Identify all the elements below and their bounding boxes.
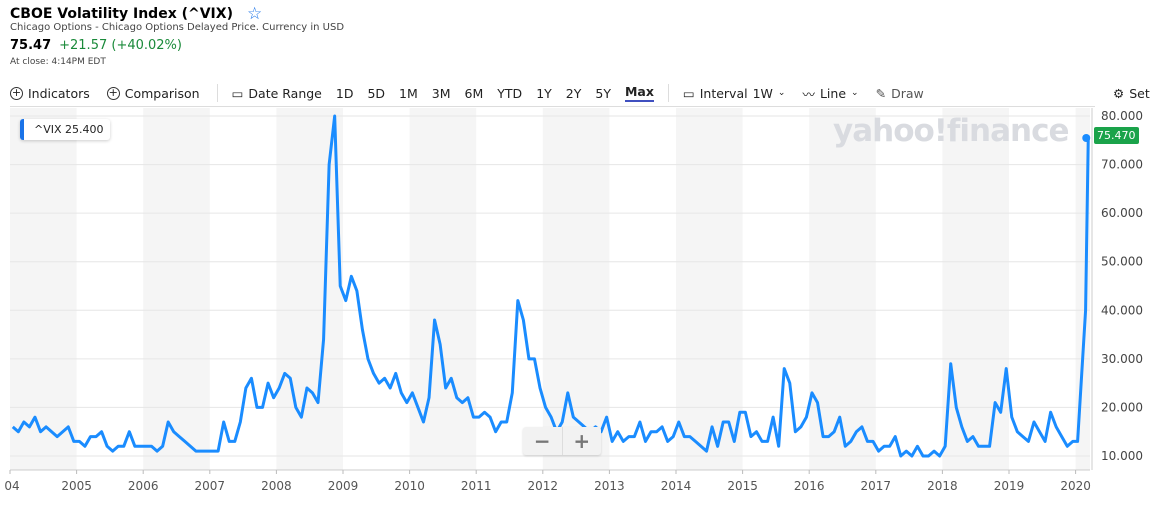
ruler-icon: ▭ xyxy=(682,85,695,101)
range-2y[interactable]: 2Y xyxy=(565,85,582,101)
plus-circle-icon: + xyxy=(106,85,120,100)
exchange-info: Chicago Options - Chicago Options Delaye… xyxy=(10,22,345,33)
toolbar-divider xyxy=(10,106,1095,107)
x-tick-label: 2015 xyxy=(727,479,758,493)
divider xyxy=(667,84,669,102)
range-max[interactable]: Max xyxy=(624,84,654,102)
yahoo-finance-watermark: yahoo!finance xyxy=(833,113,1069,149)
year-shade-band xyxy=(10,108,77,470)
last-point-marker xyxy=(1082,134,1091,143)
year-shade-band xyxy=(809,108,876,470)
x-tick-label: 2006 xyxy=(128,479,159,493)
x-tick-label: 2019 xyxy=(994,479,1025,493)
range-1y[interactable]: 1Y xyxy=(536,85,552,101)
x-tick-label: 2018 xyxy=(927,479,958,493)
vix-series-line xyxy=(11,114,1090,458)
chart-toolbar: + Indicators + Comparison ▭ Date Range 1D 5… xyxy=(10,82,1150,104)
gear-icon: ⚙ xyxy=(1113,85,1125,101)
y-tick-label: 40.000 xyxy=(1101,303,1143,317)
zoom-in-button[interactable]: + xyxy=(573,429,591,453)
y-tick-label: 10.000 xyxy=(1101,449,1143,463)
interval-dropdown[interactable]: ▭ Interval 1W ⌄ xyxy=(682,85,786,101)
plus-circle-icon: + xyxy=(10,85,23,100)
range-5y[interactable]: 5Y xyxy=(595,85,611,101)
zoom-out-button[interactable]: − xyxy=(523,427,563,455)
range-ytd[interactable]: YTD xyxy=(497,85,523,101)
comparison-button[interactable]: + Comparison xyxy=(106,85,200,101)
line-chart-icon: 〰 xyxy=(802,86,815,102)
year-shade-band xyxy=(276,108,343,470)
chevron-down-icon: ⌄ xyxy=(851,88,859,98)
x-tick-label: 2017 xyxy=(861,479,892,493)
y-tick-label: 60.000 xyxy=(1101,206,1143,220)
indicators-button[interactable]: + Indicators xyxy=(10,85,90,101)
x-tick-label: 2008 xyxy=(261,479,292,493)
y-tick-label: 30.000 xyxy=(1101,352,1143,366)
price-change: +21.57 (+40.02%) xyxy=(59,38,182,53)
x-tick-label: 2009 xyxy=(328,479,359,493)
x-tick-label: 2013 xyxy=(594,479,625,493)
y-tick-label: 20.000 xyxy=(1101,400,1143,414)
quote: 75.47 +21.57 (+40.02%) xyxy=(10,38,182,53)
x-tick-label: 2005 xyxy=(61,479,92,493)
range-5d[interactable]: 5D xyxy=(367,85,386,101)
close-time: At close: 4:14PM EDT xyxy=(10,57,106,67)
chart-legend: ^VIX 25.400 xyxy=(20,119,110,140)
y-tick-label: 50.000 xyxy=(1101,255,1143,269)
range-3m[interactable]: 3M xyxy=(431,85,451,101)
chevron-down-icon: ⌄ xyxy=(777,88,786,98)
draw-button[interactable]: ✎ Draw xyxy=(875,85,924,101)
x-tick-label: 2012 xyxy=(528,479,559,493)
x-tick-label: 2014 xyxy=(661,479,692,493)
x-tick-label: 2010 xyxy=(394,479,425,493)
range-1m[interactable]: 1M xyxy=(399,85,418,101)
pencil-icon: ✎ xyxy=(875,85,887,101)
y-tick-label: 70.000 xyxy=(1101,158,1143,172)
page-title: CBOE Volatility Index (^VIX) ☆ xyxy=(10,4,263,24)
star-watchlist-icon[interactable]: ☆ xyxy=(246,4,263,24)
date-range-button[interactable]: ▭ Date Range xyxy=(231,85,322,101)
x-tick-label: 04 xyxy=(4,479,19,493)
year-shade-band xyxy=(942,108,1009,470)
range-1d[interactable]: 1D xyxy=(335,85,354,101)
year-shade-band xyxy=(542,108,610,470)
year-shade-band xyxy=(409,108,477,470)
chart-type-dropdown[interactable]: 〰 Line ⌄ xyxy=(802,85,859,102)
year-shade-band xyxy=(676,108,743,470)
price: 75.47 xyxy=(10,38,52,53)
divider xyxy=(216,84,218,102)
x-tick-label: 2011 xyxy=(461,479,492,493)
zoom-controls: − + xyxy=(523,427,601,455)
range-6m[interactable]: 6M xyxy=(464,85,484,101)
settings-button[interactable]: ⚙ Set xyxy=(1113,85,1150,101)
x-tick-label: 2020 xyxy=(1060,479,1091,493)
x-tick-label: 2007 xyxy=(195,479,226,493)
year-shade-band xyxy=(143,108,210,470)
calendar-icon: ▭ xyxy=(231,85,244,101)
y-tick-label: 80.000 xyxy=(1101,109,1143,123)
x-tick-label: 2016 xyxy=(794,479,825,493)
last-price-badge: 75.470 xyxy=(1094,127,1139,144)
